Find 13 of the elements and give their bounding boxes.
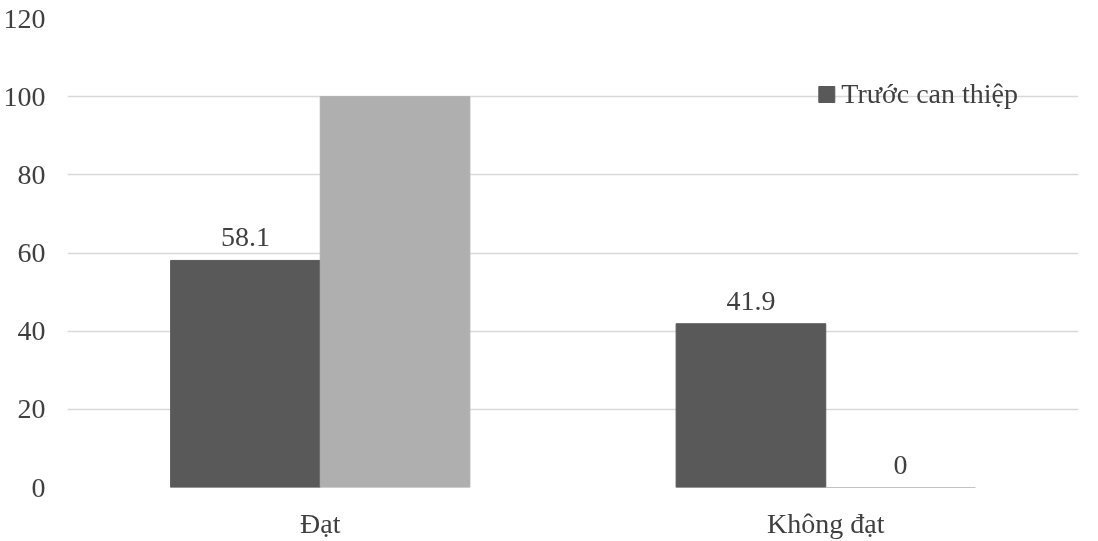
- data-label: 58.1: [220, 221, 270, 253]
- x-tick-label: Không đạt: [767, 507, 885, 539]
- y-tick-label: 120: [3, 2, 46, 34]
- y-tick-label: 20: [17, 393, 46, 425]
- y-tick-label: 80: [17, 158, 46, 190]
- y-tick-label: 60: [17, 237, 46, 268]
- y-tick-label: 0: [31, 471, 46, 503]
- legend-label: Trước can thiệp: [841, 78, 1018, 110]
- y-tick-label: 100: [3, 80, 46, 112]
- data-label: 41.9: [726, 284, 776, 316]
- y-tick-label: 40: [17, 315, 46, 347]
- data-label: 0: [893, 448, 908, 480]
- x-tick-label: Đạt: [300, 507, 341, 539]
